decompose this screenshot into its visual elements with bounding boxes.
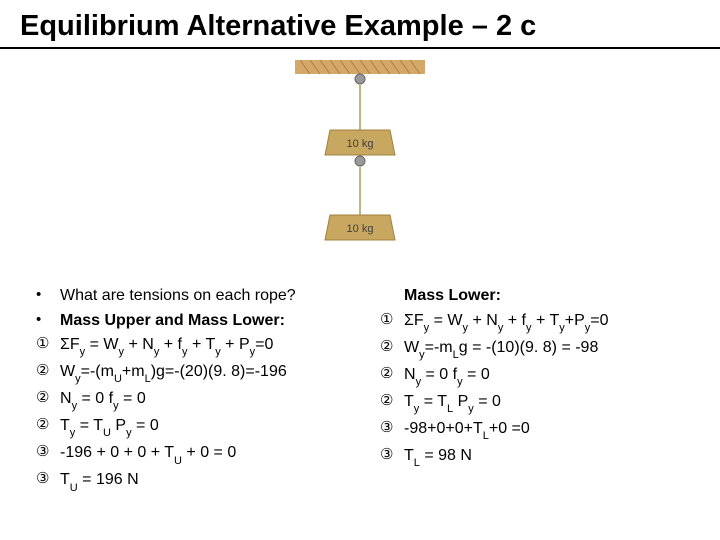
bullet-marker: ③ xyxy=(380,445,404,465)
bullet-marker: ① xyxy=(36,334,60,354)
right-line: Mass Lower: xyxy=(380,285,700,307)
left-column: •What are tensions on each rope?•Mass Up… xyxy=(0,285,380,496)
line-text: TL = 98 N xyxy=(404,445,700,469)
bullet-marker: ② xyxy=(380,337,404,357)
left-line: •What are tensions on each rope? xyxy=(36,285,380,307)
bullet-marker: • xyxy=(36,310,60,330)
line-text: -98+0+0+TL+0 =0 xyxy=(404,418,700,442)
svg-text:10 kg: 10 kg xyxy=(347,138,374,150)
line-text: Ny = 0 fy = 0 xyxy=(404,364,700,388)
content-area: •What are tensions on each rope?•Mass Up… xyxy=(0,285,720,496)
svg-text:10 kg: 10 kg xyxy=(347,223,374,235)
line-text: Ty = TL Py = 0 xyxy=(404,391,700,415)
left-line: ②Ty = TU Py = 0 xyxy=(36,415,380,439)
line-text: Mass Upper and Mass Lower: xyxy=(60,310,380,332)
left-line: ②Ny = 0 fy = 0 xyxy=(36,388,380,412)
left-line: ②Wy=-(mU+mL)g=-(20)(9. 8)=-196 xyxy=(36,361,380,385)
line-text: Wy=-mLg = -(10)(9. 8) = -98 xyxy=(404,337,700,361)
bullet-marker: ② xyxy=(380,391,404,411)
line-text: Ty = TU Py = 0 xyxy=(60,415,380,439)
line-text: Mass Lower: xyxy=(404,285,700,307)
line-text: -196 + 0 + 0 + TU + 0 = 0 xyxy=(60,442,380,466)
page-title: Equilibrium Alternative Example – 2 c xyxy=(0,0,720,43)
bullet-marker: ③ xyxy=(36,442,60,462)
bullet-marker: • xyxy=(36,285,60,305)
line-text: Wy=-(mU+mL)g=-(20)(9. 8)=-196 xyxy=(60,361,380,385)
line-text: TU = 196 N xyxy=(60,469,380,493)
bullet-marker: ② xyxy=(36,388,60,408)
right-line: ③-98+0+0+TL+0 =0 xyxy=(380,418,700,442)
bullet-marker: ③ xyxy=(36,469,60,489)
bullet-marker: ② xyxy=(380,364,404,384)
bullet-marker: ① xyxy=(380,310,404,330)
right-line: ①ΣFy = Wy + Ny + fy + Ty+Py=0 xyxy=(380,310,700,334)
left-line: ③-196 + 0 + 0 + TU + 0 = 0 xyxy=(36,442,380,466)
left-line: •Mass Upper and Mass Lower: xyxy=(36,310,380,332)
right-line: ②Ny = 0 fy = 0 xyxy=(380,364,700,388)
physics-diagram: 10 kg 10 kg xyxy=(275,55,445,275)
line-text: Ny = 0 fy = 0 xyxy=(60,388,380,412)
right-column: Mass Lower:①ΣFy = Wy + Ny + fy + Ty+Py=0… xyxy=(380,285,700,496)
line-text: What are tensions on each rope? xyxy=(60,285,380,307)
right-line: ③TL = 98 N xyxy=(380,445,700,469)
right-line: ②Wy=-mLg = -(10)(9. 8) = -98 xyxy=(380,337,700,361)
line-text: ΣFy = Wy + Ny + fy + Ty+Py=0 xyxy=(404,310,700,334)
bullet-marker: ② xyxy=(36,415,60,435)
right-line: ②Ty = TL Py = 0 xyxy=(380,391,700,415)
left-line: ①ΣFy = Wy + Ny + fy + Ty + Py=0 xyxy=(36,334,380,358)
title-underline xyxy=(0,47,720,49)
line-text: ΣFy = Wy + Ny + fy + Ty + Py=0 xyxy=(60,334,380,358)
bullet-marker: ③ xyxy=(380,418,404,438)
bullet-marker: ② xyxy=(36,361,60,381)
left-line: ③TU = 196 N xyxy=(36,469,380,493)
